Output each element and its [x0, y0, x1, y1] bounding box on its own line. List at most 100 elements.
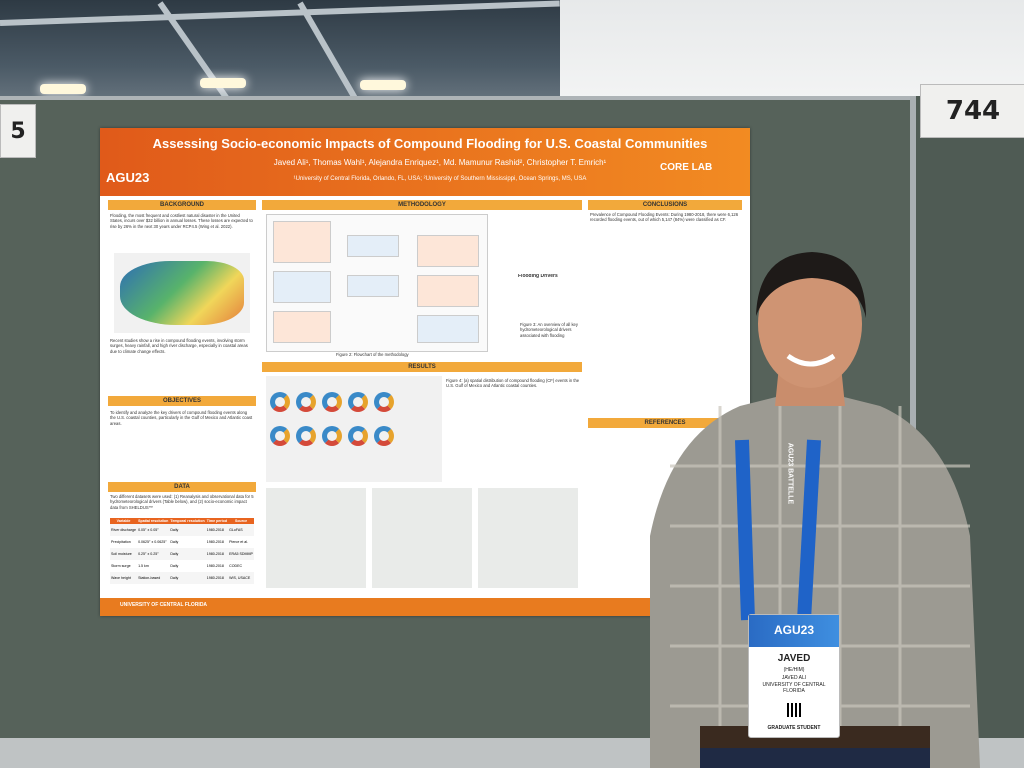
- figure2-caption: Figure 2: Flowchart of the methodology: [336, 352, 409, 357]
- ucf-logo-text: UNIVERSITY OF CENTRAL FLORIDA: [120, 602, 208, 608]
- poster-title: Assessing Socio-economic Impacts of Comp…: [152, 136, 708, 151]
- section-conclusions: CONCLUSIONS: [588, 200, 742, 210]
- donut-chart: [322, 392, 342, 412]
- poster-header: Assessing Socio-economic Impacts of Comp…: [100, 128, 750, 196]
- table-cell: 1980-2018: [206, 528, 224, 532]
- booth-number-sign-left: 5: [0, 104, 36, 158]
- table-cell: 1980-2018: [206, 540, 224, 544]
- th-temporal: Temporal resolution: [170, 519, 205, 523]
- table-cell: Station-based: [138, 576, 161, 580]
- background-text: Flooding, the most frequent and costlies…: [110, 213, 253, 229]
- section-methodology: METHODOLOGY: [262, 200, 582, 210]
- shirt: [650, 396, 980, 768]
- smile: [786, 353, 836, 367]
- table-cell: ERA5 SDMMP: [229, 552, 253, 556]
- results-map-c: [372, 488, 472, 588]
- badge-name: JAVED: [777, 653, 811, 664]
- badge-pronouns: (HE/HIM): [783, 667, 805, 673]
- table-cell: Daily: [170, 552, 179, 556]
- table-cell: 0.05° x 0.05°: [138, 528, 159, 532]
- flowchart-step: [417, 235, 479, 267]
- us-map: [120, 261, 244, 325]
- results-map-a: [266, 376, 442, 482]
- badge-role: GRADUATE STUDENT: [767, 725, 821, 731]
- flowchart-step: [417, 315, 479, 343]
- presenter-person: [650, 252, 980, 768]
- data-table: Variable Spatial resolution Temporal res…: [110, 518, 254, 584]
- ceiling-light: [40, 84, 86, 94]
- data-table-header: Variable Spatial resolution Temporal res…: [110, 518, 254, 524]
- name-badge: AGU23 JAVED (HE/HIM) JAVED ALI UNIVERSIT…: [748, 614, 840, 738]
- table-row: Soil moisture 0.25° x 0.25° Daily 1980-2018…: [110, 548, 254, 560]
- table-cell: Precipitation: [111, 540, 131, 544]
- table-cell: Daily: [170, 528, 179, 532]
- table-cell: CODEC: [229, 564, 243, 568]
- core-lab-logo: CORE LAB: [660, 162, 713, 173]
- flowchart-step: [273, 311, 331, 343]
- flowchart-step: [273, 271, 331, 303]
- th-variable: Variable: [116, 519, 131, 523]
- results-map-b: [266, 488, 366, 588]
- badge-brand: AGU23: [773, 623, 814, 637]
- objectives-text: To identify and analyze the key drivers …: [110, 410, 253, 426]
- donut-chart: [348, 392, 368, 412]
- results-map-d: [478, 488, 578, 588]
- donut-chart: [270, 392, 290, 412]
- flowchart: [266, 214, 488, 352]
- poster-footer: UNIVERSITY OF CENTRAL FLORIDA: [100, 598, 750, 616]
- table-cell: Wave height: [111, 576, 131, 580]
- table-cell: 1.5 km: [138, 564, 149, 568]
- table-cell: 1980-2018: [206, 564, 224, 568]
- lanyard-label: AGU23 BATTELLE: [786, 442, 794, 505]
- lanyard-left: [735, 439, 755, 621]
- th-period: Time period: [206, 519, 228, 523]
- ceiling-light: [360, 80, 406, 90]
- booth-number-sign: 744: [920, 84, 1024, 138]
- th-source: Source: [234, 519, 248, 523]
- flooding-drivers-label: Flooding Drivers: [518, 274, 558, 279]
- booth-number: 744: [945, 96, 1001, 126]
- table-row: Wave height Station-based Daily 1980-2018 WI…: [110, 572, 254, 584]
- flowchart-step: [273, 221, 331, 263]
- table-cell: 0.25° x 0.25°: [138, 552, 159, 556]
- badge-header: AGU23: [749, 615, 839, 647]
- table-cell: Pierce et al.: [229, 540, 249, 544]
- flowchart-step: [417, 275, 479, 307]
- section-results: RESULTS: [262, 362, 582, 372]
- flowchart-step: [347, 235, 399, 257]
- figure4-caption: Figure 4: (a) spatial distribution of co…: [446, 378, 580, 389]
- table-cell: River discharge: [111, 528, 136, 532]
- donut-chart: [296, 392, 316, 412]
- badge-full-name: JAVED ALI: [781, 675, 807, 681]
- flowchart-step: [347, 275, 399, 297]
- table-cell: Daily: [170, 576, 179, 580]
- qr-code-icon: [787, 703, 801, 717]
- research-poster: Assessing Socio-economic Impacts of Comp…: [100, 128, 750, 616]
- table-cell: 1980-2018: [206, 576, 224, 580]
- conclusions-text: Prevalence of Compound Flooding Events: …: [590, 212, 739, 223]
- lanyard-text: AGU23 BATTELLE: [787, 434, 794, 514]
- table-cell: GLoFAS: [229, 528, 243, 532]
- table-cell: Daily: [170, 564, 179, 568]
- booth-number-left: 5: [10, 118, 26, 144]
- table-cell: Storm surge: [111, 564, 131, 568]
- background-map: [114, 253, 250, 333]
- table-cell: Soil moisture: [111, 552, 132, 556]
- ceiling-truss: [0, 0, 560, 26]
- background-text-2: Recent studies show a rise in compound f…: [110, 338, 248, 354]
- table-row: Precipitation 0.0625° x 0.0625° Daily 1980-…: [110, 536, 254, 548]
- section-data: DATA: [108, 482, 256, 492]
- section-background: BACKGROUND: [108, 200, 256, 210]
- figure3-caption: Figure 3: An overview of all key hydrome…: [520, 322, 578, 338]
- pants: [700, 748, 930, 768]
- section-objectives: OBJECTIVES: [108, 396, 256, 406]
- donut-chart: [270, 426, 290, 446]
- donut-chart: [374, 426, 394, 446]
- table-row: Storm surge 1.5 km Daily 1980-2018 CODEC: [110, 560, 254, 572]
- table-row: River discharge 0.05° x 0.05° Daily 1980-20…: [110, 524, 254, 536]
- badge-institution: UNIVERSITY OF CENTRAL FLORIDA: [762, 682, 826, 694]
- data-text: Two different datasets were used: (1) Re…: [110, 494, 254, 510]
- poster-affiliations: ¹University of Central Florida, Orlando,…: [293, 176, 587, 182]
- hair: [756, 252, 866, 318]
- poster-authors: Javed Ali¹, Thomas Wahl¹, Alejandra Enri…: [273, 158, 607, 167]
